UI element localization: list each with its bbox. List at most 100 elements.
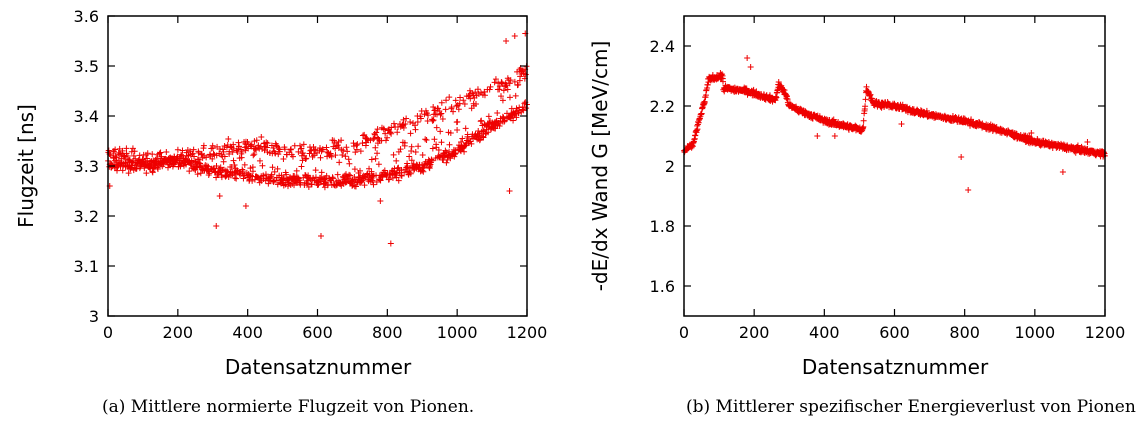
x-tick-label: 400 <box>232 323 263 342</box>
data-point <box>370 136 377 143</box>
data-point <box>477 118 484 125</box>
data-point <box>447 129 454 136</box>
data-point <box>503 38 510 44</box>
data-point <box>336 159 343 166</box>
data-points <box>105 30 530 247</box>
data-point <box>412 149 419 156</box>
data-point <box>295 148 302 155</box>
data-point <box>244 171 251 178</box>
data-point <box>381 167 388 174</box>
data-point <box>209 145 216 152</box>
data-point <box>462 125 469 132</box>
data-point <box>230 141 237 148</box>
data-point <box>188 157 195 164</box>
data-point <box>368 156 375 163</box>
data-point <box>280 155 287 162</box>
data-point <box>283 171 290 178</box>
data-point <box>438 139 445 146</box>
data-point <box>213 174 220 181</box>
data-point <box>407 118 414 125</box>
data-point <box>223 173 230 180</box>
data-point <box>400 116 407 123</box>
y-tick-label: 3.4 <box>74 107 99 126</box>
data-point <box>206 170 213 177</box>
data-point <box>203 154 210 161</box>
data-point <box>439 115 446 122</box>
data-point <box>466 87 473 94</box>
data-point <box>814 133 821 139</box>
data-point <box>474 86 481 93</box>
data-point <box>231 175 238 182</box>
data-point <box>351 166 358 173</box>
data-point <box>269 164 276 171</box>
data-point <box>368 168 375 175</box>
data-point <box>420 168 427 175</box>
data-point <box>492 76 499 83</box>
data-point <box>251 151 258 158</box>
data-point <box>704 81 711 88</box>
data-point <box>123 150 130 157</box>
data-point <box>111 157 118 164</box>
data-point <box>402 120 409 127</box>
data-point <box>319 146 326 153</box>
x-tick-label: 600 <box>879 323 910 342</box>
data-point <box>443 97 450 104</box>
data-point <box>324 149 331 156</box>
data-point <box>394 129 401 136</box>
data-point <box>105 147 112 154</box>
data-point <box>225 136 232 143</box>
data-point <box>411 122 418 129</box>
data-points <box>681 55 1108 193</box>
data-point <box>499 113 506 120</box>
y-tick-label: 2 <box>665 157 675 176</box>
data-point <box>334 142 341 149</box>
caption-b: (b) Mittlerer spezifischer Energieverlus… <box>686 397 1136 417</box>
y-axis-label: Flugzeit [ns] <box>14 104 38 228</box>
data-point <box>831 133 838 139</box>
data-point <box>364 135 371 142</box>
data-point <box>242 203 249 209</box>
data-point <box>431 136 438 143</box>
data-point <box>425 112 432 119</box>
data-point <box>209 155 216 162</box>
data-point <box>342 153 349 160</box>
data-point <box>238 148 245 155</box>
data-point <box>368 176 375 183</box>
data-point <box>270 145 277 152</box>
data-point <box>481 92 488 99</box>
data-point <box>248 141 255 148</box>
data-point <box>317 154 324 161</box>
data-point <box>499 97 506 104</box>
data-point <box>259 162 266 169</box>
data-point <box>460 97 467 104</box>
data-point <box>303 155 310 162</box>
data-point <box>867 91 874 98</box>
data-point <box>500 114 507 121</box>
data-point <box>898 121 905 127</box>
data-point <box>246 176 253 183</box>
data-point <box>144 150 151 157</box>
y-axis-label: -dE/dx Wand G [MeV/cm] <box>588 41 612 292</box>
data-point <box>377 198 384 204</box>
data-point <box>230 157 237 164</box>
data-point <box>496 123 503 130</box>
data-point <box>249 168 256 175</box>
data-point <box>382 137 389 144</box>
data-point <box>862 103 869 110</box>
data-point <box>401 139 408 146</box>
data-point <box>747 64 754 70</box>
data-point <box>359 140 366 147</box>
data-point <box>210 150 217 157</box>
data-point <box>408 157 415 164</box>
data-point <box>190 146 197 153</box>
data-point <box>504 86 511 93</box>
x-tick-label: 800 <box>949 323 980 342</box>
data-point <box>178 151 185 158</box>
data-point <box>213 223 220 229</box>
data-point <box>862 96 869 103</box>
data-point <box>860 117 867 124</box>
data-point <box>287 146 294 153</box>
data-point <box>452 97 459 104</box>
data-point <box>163 149 170 156</box>
